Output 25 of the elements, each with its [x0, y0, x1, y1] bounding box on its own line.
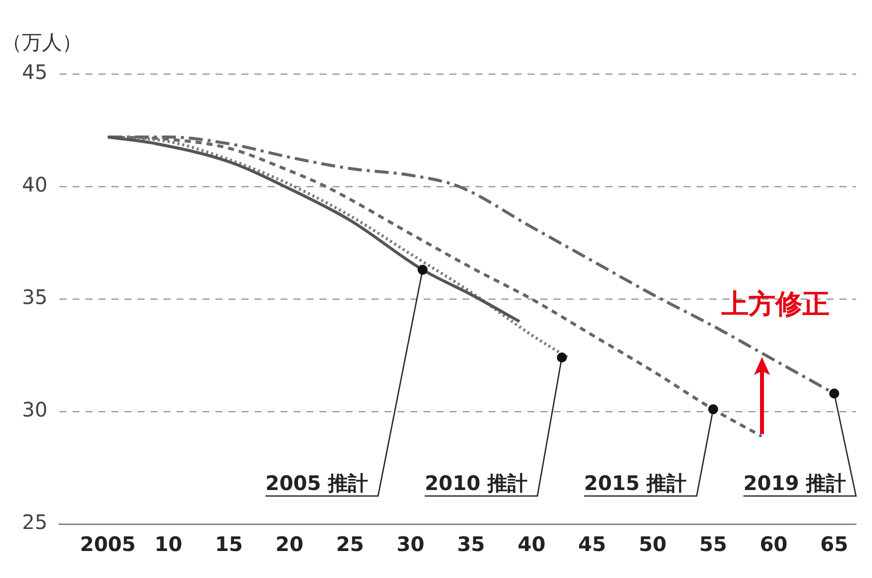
x-tick-label: 30 [396, 532, 424, 556]
x-tick-label: 25 [336, 532, 364, 556]
x-tick-label: 10 [154, 532, 182, 556]
x-tick-label: 50 [638, 532, 667, 556]
line-series [106, 136, 521, 323]
y-tick-label: 35 [22, 285, 48, 310]
x-tick-label: 15 [215, 532, 243, 556]
x-tick-label: 55 [699, 532, 728, 556]
x-tick-label: 2005 [80, 532, 136, 556]
x-tick-label: 20 [276, 532, 304, 556]
x-tick-label: 65 [820, 532, 848, 556]
annotation: 2015 推計 [584, 471, 687, 495]
y-tick-label: 45 [22, 60, 48, 84]
x-tick-label: 40 [518, 532, 546, 556]
x-tick-label: 60 [760, 532, 788, 556]
y-tick-label: 30 [22, 398, 48, 422]
annotation: 2019 推計 [743, 471, 846, 495]
annotation: 2010 推計 [424, 471, 528, 495]
x-tick-label: 45 [578, 532, 606, 556]
annotation: 上方修正 [720, 289, 830, 320]
y-tick-label: 40 [22, 172, 48, 197]
y-axis-title: （万人） [2, 30, 82, 54]
y-tick-label: 25 [22, 510, 48, 534]
annotation: 2005 推計 [265, 471, 368, 495]
x-tick-label: 35 [457, 532, 485, 556]
